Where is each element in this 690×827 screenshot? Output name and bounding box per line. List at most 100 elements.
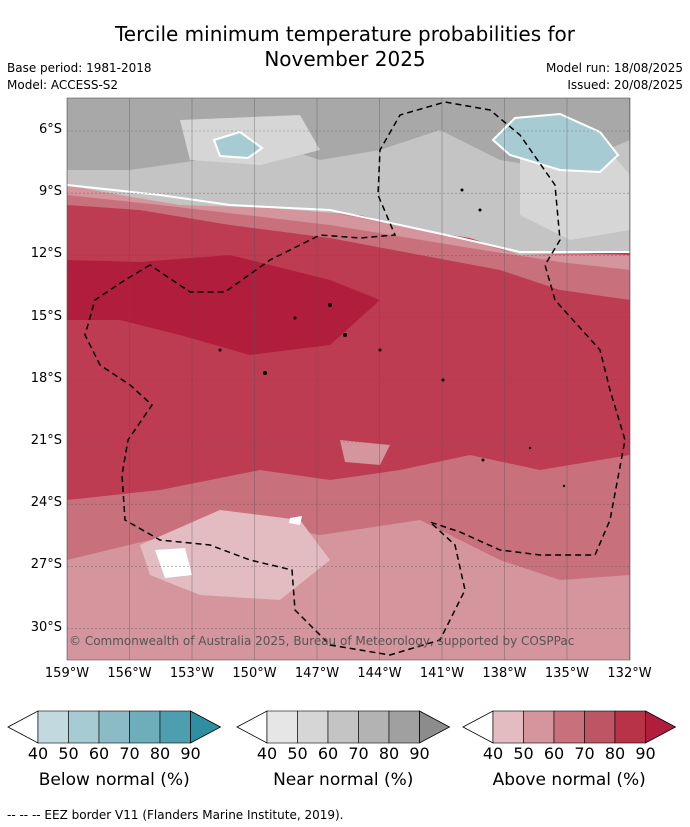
colorbar-tick: 40 — [27, 744, 49, 763]
lon-label: 135°W — [544, 666, 590, 681]
above-normal-50-patch — [340, 440, 390, 465]
colorbar-title: Near normal (%) — [273, 770, 414, 790]
colorbar-high-extension — [190, 710, 222, 744]
above-normal-90-core — [67, 255, 380, 355]
lat-label: 12°S — [30, 246, 62, 262]
model-name: Model: ACCESS-S2 — [7, 78, 119, 92]
island — [218, 348, 222, 352]
colorbar-tick: 50 — [58, 744, 79, 763]
colorbar-swatch — [388, 710, 420, 744]
island — [263, 371, 267, 375]
lon-label: 150°W — [232, 666, 277, 681]
lat-label: 15°S — [30, 308, 62, 324]
gridlines — [67, 98, 630, 660]
island — [460, 188, 464, 192]
colorbar-tick: 70 — [348, 744, 369, 763]
base-period: Base period: 1981-2018 — [7, 61, 152, 75]
lat-label: 18°S — [30, 370, 62, 386]
meta-right: Model run: 18/08/2025 Issued: 20/08/2025 — [546, 60, 683, 94]
colorbar-swatch — [553, 710, 585, 744]
map-title: Tercile minimum temperature probabilitie… — [0, 22, 690, 72]
island — [328, 303, 332, 307]
colorbar-tick: 60 — [543, 744, 565, 763]
colorbar-tick: 40 — [256, 744, 278, 763]
colorbar-swatch — [523, 710, 555, 744]
colorbar-title: Above normal (%) — [492, 770, 646, 790]
island — [378, 348, 382, 352]
colorbar-tick: 50 — [287, 744, 308, 763]
lat-label: 9°S — [38, 184, 62, 200]
eez-border — [84, 101, 626, 656]
colorbar-swatch — [159, 710, 191, 744]
lon-label: 147°W — [294, 666, 340, 681]
white-patch-south — [155, 548, 192, 578]
colorbar — [236, 710, 451, 744]
island — [343, 333, 347, 337]
lon-label: 159°W — [44, 666, 90, 681]
lon-label: 144°W — [357, 666, 402, 681]
lat-label: 30°S — [30, 619, 62, 635]
colorbar-tick: 60 — [88, 744, 110, 763]
below-normal-patch-east — [491, 112, 620, 174]
colorbar-tick: 50 — [513, 744, 534, 763]
colorbar-swatch — [492, 710, 524, 744]
lon-label: 153°W — [169, 666, 215, 681]
below-normal-patch-west — [212, 130, 264, 160]
boundary-line — [67, 184, 630, 253]
colorbar-swatch — [37, 710, 69, 744]
colorbar-tick: 40 — [482, 744, 504, 763]
lat-label: 27°S — [30, 557, 62, 573]
lon-label: 132°W — [607, 666, 652, 681]
white-patch-small — [289, 516, 302, 525]
copyright-notice: © Commonwealth of Australia 2025, Bureau… — [69, 634, 575, 648]
colorbar-swatch — [358, 710, 390, 744]
colorbar-swatch — [327, 710, 359, 744]
lat-label: 6°S — [38, 122, 62, 137]
above-normal-60-north — [67, 185, 630, 300]
colorbar-title: Below normal (%) — [38, 770, 190, 790]
colorbar — [7, 710, 222, 744]
colorbar-tick: 70 — [119, 744, 140, 763]
model-run: Model run: 18/08/2025 — [545, 61, 683, 75]
lon-label: 141°W — [419, 666, 465, 681]
colorbar-swatch — [98, 710, 130, 744]
island — [478, 208, 482, 212]
colorbar-tick: 90 — [635, 744, 656, 763]
colorbar-tick: 90 — [180, 744, 201, 763]
islands — [218, 188, 566, 488]
colorbar-high-extension — [419, 710, 451, 744]
title-line-2: November 2025 — [264, 47, 426, 71]
colorbar-swatch — [614, 710, 646, 744]
colorbar — [462, 710, 677, 744]
colorbars — [7, 710, 677, 744]
colorbar-tick: 60 — [317, 744, 339, 763]
colorbar-swatch — [297, 710, 329, 744]
map-frame — [66, 97, 631, 661]
colorbar-tick: 80 — [604, 744, 626, 763]
colorbar-swatch — [68, 710, 100, 744]
colorbar-swatch — [266, 710, 298, 744]
island — [562, 484, 566, 488]
colorbar-tick: 90 — [409, 744, 430, 763]
footer-note: -- -- -- EEZ border V11 (Flanders Marine… — [7, 808, 344, 822]
colorbar-swatch — [584, 710, 616, 744]
lat-label: 21°S — [30, 433, 62, 448]
island — [441, 378, 445, 382]
lon-label: 138°W — [482, 666, 527, 681]
colorbar-low-extension — [236, 710, 268, 744]
colorbar-low-extension — [7, 710, 39, 744]
lat-label: 24°S — [30, 495, 62, 511]
colorbar-tick: 80 — [378, 744, 400, 763]
meta-left: Base period: 1981-2018 Model: ACCESS-S2 — [7, 60, 152, 94]
island — [481, 458, 485, 462]
lon-label: 156°W — [107, 666, 152, 681]
island — [528, 446, 532, 450]
probability-field — [67, 98, 630, 660]
title-line-1: Tercile minimum temperature probabilitie… — [114, 22, 576, 46]
colorbar-tick: 70 — [574, 744, 595, 763]
colorbar-tick: 80 — [149, 744, 171, 763]
issued-date: Issued: 20/08/2025 — [567, 78, 683, 92]
colorbar-low-extension — [462, 710, 494, 744]
colorbar-swatch — [129, 710, 161, 744]
